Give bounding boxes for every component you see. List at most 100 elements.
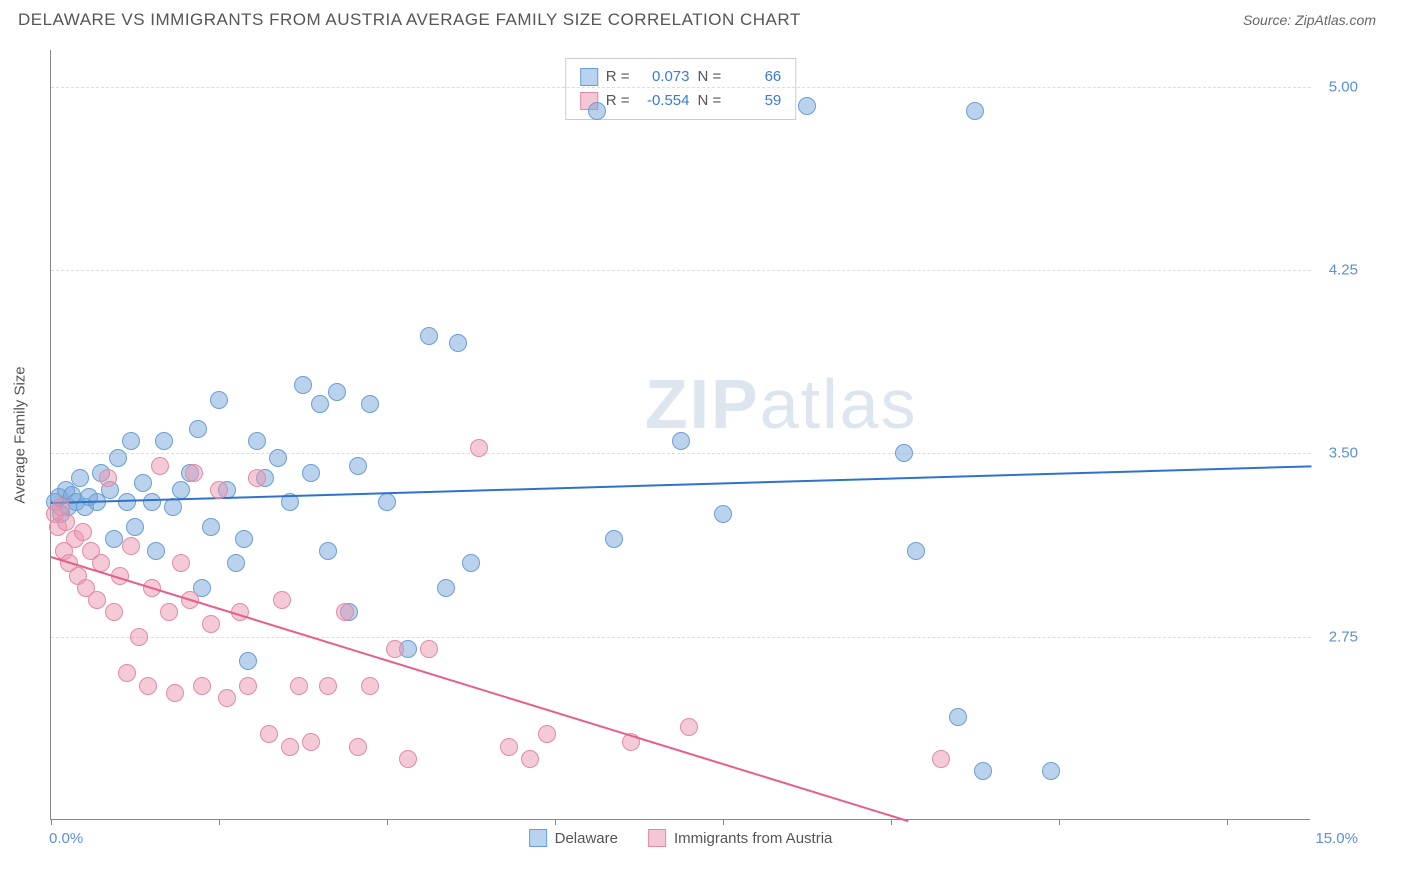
- r-value-1: -0.554: [638, 89, 690, 113]
- data-point-series-1: [349, 738, 367, 756]
- data-point-series-0: [172, 481, 190, 499]
- chart-container: Average Family Size ZIPatlas R = 0.073 N…: [50, 50, 1360, 820]
- data-point-series-0: [1042, 762, 1060, 780]
- x-tick: [891, 819, 892, 825]
- data-point-series-0: [109, 449, 127, 467]
- data-point-series-1: [521, 750, 539, 768]
- data-point-series-0: [302, 464, 320, 482]
- data-point-series-1: [470, 439, 488, 457]
- data-point-series-0: [147, 542, 165, 560]
- data-point-series-1: [118, 664, 136, 682]
- source-attribution: Source: ZipAtlas.com: [1243, 12, 1376, 28]
- data-point-series-1: [239, 677, 257, 695]
- y-tick-label: 5.00: [1329, 78, 1358, 95]
- data-point-series-1: [290, 677, 308, 695]
- grid-line: [51, 453, 1311, 454]
- data-point-series-1: [160, 603, 178, 621]
- data-point-series-1: [99, 469, 117, 487]
- data-point-series-1: [399, 750, 417, 768]
- data-point-series-1: [273, 591, 291, 609]
- grid-line: [51, 87, 1311, 88]
- data-point-series-1: [172, 554, 190, 572]
- data-point-series-1: [248, 469, 266, 487]
- data-point-series-1: [319, 677, 337, 695]
- data-point-series-0: [605, 530, 623, 548]
- data-point-series-1: [336, 603, 354, 621]
- data-point-series-1: [166, 684, 184, 702]
- data-point-series-1: [139, 677, 157, 695]
- legend-row-series-1: R = -0.554 N = 59: [580, 89, 782, 113]
- trend-line-series-0: [51, 466, 1311, 505]
- data-point-series-1: [130, 628, 148, 646]
- data-point-series-0: [437, 579, 455, 597]
- data-point-series-0: [449, 334, 467, 352]
- data-point-series-1: [105, 603, 123, 621]
- data-point-series-0: [122, 432, 140, 450]
- x-tick: [723, 819, 724, 825]
- chart-title: DELAWARE VS IMMIGRANTS FROM AUSTRIA AVER…: [18, 10, 801, 30]
- legend-series-names: Delaware Immigrants from Austria: [529, 829, 833, 847]
- data-point-series-1: [57, 513, 75, 531]
- legend-label-0: Delaware: [555, 830, 618, 847]
- r-value-0: 0.073: [638, 65, 690, 89]
- data-point-series-0: [248, 432, 266, 450]
- x-tick: [219, 819, 220, 825]
- data-point-series-0: [269, 449, 287, 467]
- watermark: ZIPatlas: [645, 364, 918, 444]
- data-point-series-0: [462, 554, 480, 572]
- data-point-series-1: [500, 738, 518, 756]
- data-point-series-0: [588, 102, 606, 120]
- data-point-series-1: [88, 591, 106, 609]
- data-point-series-0: [714, 505, 732, 523]
- legend-label-1: Immigrants from Austria: [674, 830, 832, 847]
- data-point-series-1: [281, 738, 299, 756]
- swatch-bottom-0: [529, 829, 547, 847]
- y-tick-label: 4.25: [1329, 262, 1358, 279]
- legend-item-0: Delaware: [529, 829, 618, 847]
- data-point-series-1: [932, 750, 950, 768]
- x-tick: [1227, 819, 1228, 825]
- swatch-series-0: [580, 68, 598, 86]
- data-point-series-1: [420, 640, 438, 658]
- n-label: N =: [698, 65, 722, 89]
- x-tick: [51, 819, 52, 825]
- data-point-series-0: [966, 102, 984, 120]
- data-point-series-0: [235, 530, 253, 548]
- y-tick-label: 2.75: [1329, 628, 1358, 645]
- data-point-series-0: [202, 518, 220, 536]
- watermark-bold: ZIP: [645, 365, 760, 443]
- data-point-series-0: [798, 97, 816, 115]
- n-label: N =: [698, 89, 722, 113]
- data-point-series-0: [378, 493, 396, 511]
- data-point-series-1: [122, 537, 140, 555]
- data-point-series-0: [319, 542, 337, 560]
- data-point-series-0: [949, 708, 967, 726]
- data-point-series-1: [302, 733, 320, 751]
- plot-area: ZIPatlas R = 0.073 N = 66 R = -0.554 N =…: [50, 50, 1310, 820]
- data-point-series-0: [189, 420, 207, 438]
- data-point-series-0: [210, 391, 228, 409]
- legend-row-series-0: R = 0.073 N = 66: [580, 65, 782, 89]
- data-point-series-1: [538, 725, 556, 743]
- data-point-series-0: [895, 444, 913, 462]
- legend-item-1: Immigrants from Austria: [648, 829, 832, 847]
- x-tick-label-right: 15.0%: [1315, 830, 1358, 847]
- data-point-series-1: [210, 481, 228, 499]
- data-point-series-0: [349, 457, 367, 475]
- data-point-series-0: [118, 493, 136, 511]
- n-value-1: 59: [729, 89, 781, 113]
- n-value-0: 66: [729, 65, 781, 89]
- data-point-series-0: [134, 474, 152, 492]
- data-point-series-0: [155, 432, 173, 450]
- data-point-series-0: [974, 762, 992, 780]
- x-tick: [1059, 819, 1060, 825]
- data-point-series-1: [386, 640, 404, 658]
- r-label: R =: [606, 89, 630, 113]
- x-tick: [555, 819, 556, 825]
- data-point-series-1: [74, 523, 92, 541]
- data-point-series-1: [680, 718, 698, 736]
- source-name: ZipAtlas.com: [1295, 12, 1376, 28]
- data-point-series-1: [193, 677, 211, 695]
- chart-header: DELAWARE VS IMMIGRANTS FROM AUSTRIA AVER…: [0, 0, 1406, 30]
- data-point-series-0: [361, 395, 379, 413]
